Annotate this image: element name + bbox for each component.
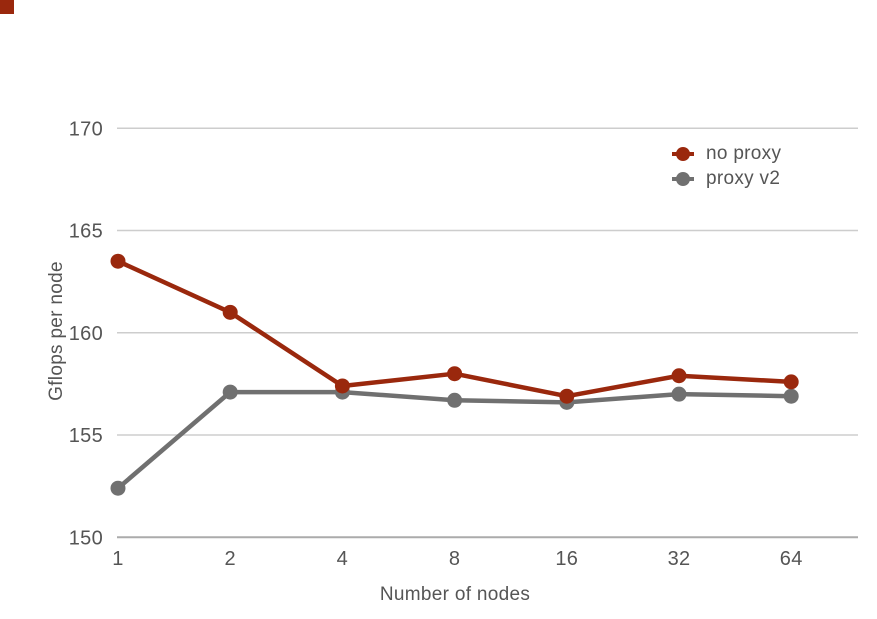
x-tick-label: 8	[449, 548, 460, 570]
data-point-proxy-v2	[222, 384, 238, 400]
y-tick-label: 170	[69, 118, 103, 140]
data-point-proxy-v2	[783, 388, 799, 404]
data-point-no-proxy	[671, 368, 687, 384]
data-point-proxy-v2	[671, 386, 687, 402]
y-tick-label: 160	[69, 323, 103, 345]
legend: no proxy proxy v2	[670, 141, 781, 191]
data-point-proxy-v2	[110, 480, 126, 496]
red-corner-square	[0, 0, 14, 14]
data-point-proxy-v2	[447, 392, 463, 408]
data-point-no-proxy	[783, 374, 799, 390]
legend-item-proxy-v2[interactable]: proxy v2	[670, 166, 781, 191]
y-tick-label: 155	[69, 425, 103, 447]
legend-label-no-proxy: no proxy	[706, 142, 782, 164]
data-point-no-proxy	[559, 388, 575, 404]
x-tick-label: 64	[780, 548, 803, 570]
x-tick-label: 32	[668, 548, 691, 570]
data-point-no-proxy	[334, 378, 350, 394]
y-tick-label: 150	[69, 527, 103, 549]
data-point-no-proxy	[447, 366, 463, 382]
x-tick-label: 2	[224, 548, 235, 570]
y-tick-label: 165	[69, 221, 103, 243]
data-point-no-proxy	[222, 304, 238, 320]
y-axis-title: Gflops per node	[46, 261, 67, 401]
x-tick-label: 16	[555, 548, 578, 570]
x-tick-label: 4	[337, 548, 348, 570]
legend-item-no-proxy[interactable]: no proxy	[670, 141, 781, 166]
data-point-no-proxy	[110, 253, 126, 269]
x-axis-title: Number of nodes	[379, 584, 531, 605]
legend-marker-proxy-v2-icon	[670, 171, 696, 187]
legend-marker-no-proxy-icon	[670, 146, 696, 162]
legend-label-proxy-v2: proxy v2	[706, 167, 781, 189]
x-tick-label: 1	[112, 548, 123, 570]
